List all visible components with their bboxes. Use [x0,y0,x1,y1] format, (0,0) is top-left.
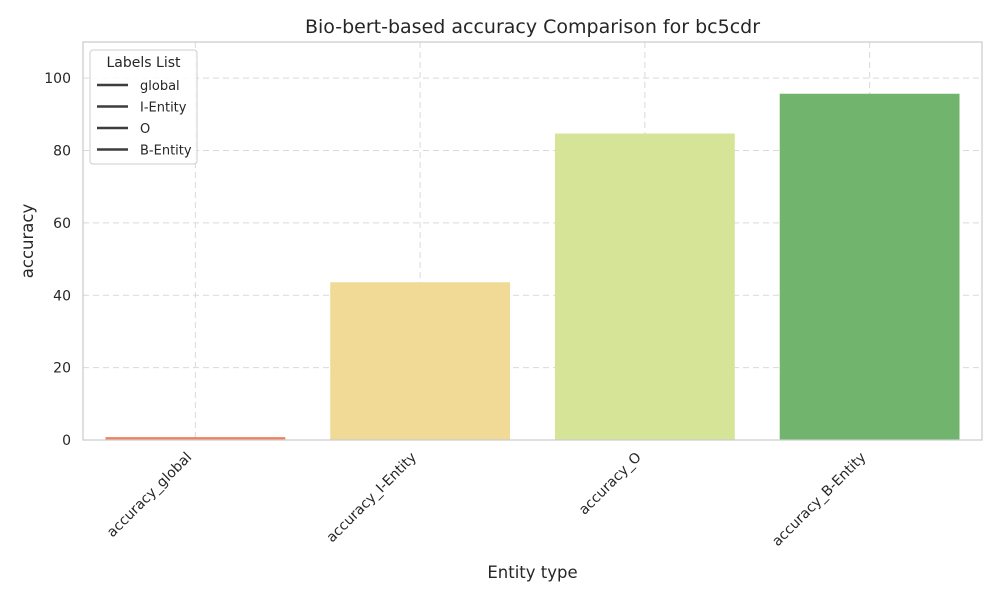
bars-layer [105,93,960,441]
chart-title: Bio-bert-based accuracy Comparison for b… [305,16,760,38]
legend: Labels List global I-Entity O B-Entity [89,49,198,165]
bar-global [105,437,286,440]
bar-b-entity [779,93,960,441]
x-axis-label: Entity type [487,563,577,582]
y-tick-label: 80 [53,144,71,160]
legend-entry-label: I-Entity [140,101,187,116]
legend-entry-label: O [140,122,150,137]
y-tick-labels: 0 20 40 60 80 100 [44,71,71,449]
y-tick-label: 60 [53,216,71,232]
y-tick-label: 100 [44,71,71,87]
plot-frame [82,41,983,441]
bar-i-entity [330,282,511,440]
y-axis-label: accuracy [18,204,37,279]
legend-title: Labels List [107,55,181,71]
y-tick-label: 20 [53,361,71,377]
legend-box [89,49,198,165]
bar-o [554,133,735,441]
legend-entry-label: global [140,79,180,94]
y-tick-label: 40 [53,288,71,304]
legend-entries: global I-Entity O B-Entity [97,79,192,159]
y-tick-label: 0 [62,433,71,449]
legend-entry-label: B-Entity [140,144,192,159]
